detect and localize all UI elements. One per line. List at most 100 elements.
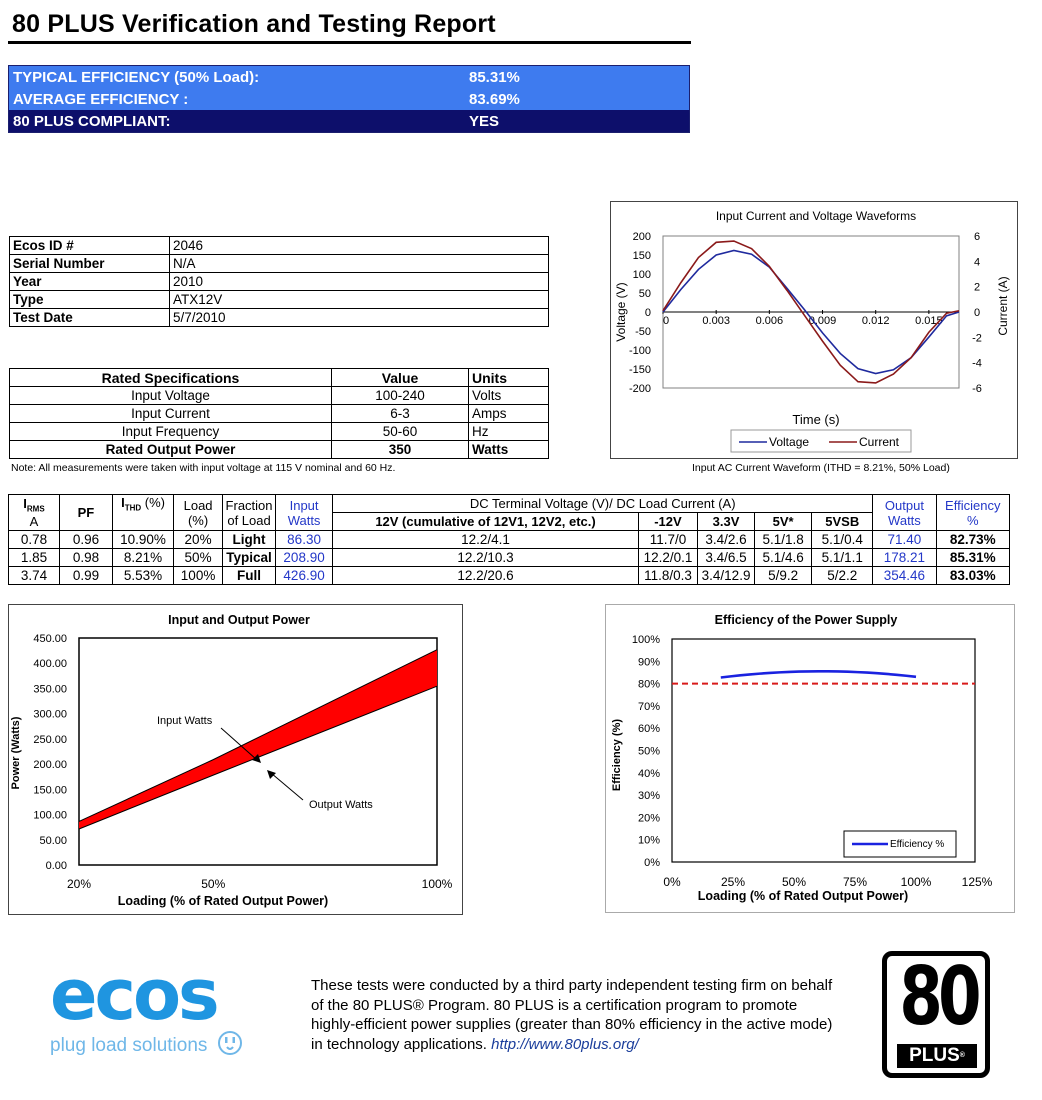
specs-row: Input Current 6-3 Amps bbox=[9, 404, 549, 423]
pf-header: PF bbox=[58, 494, 113, 531]
vm12-cell: 11.8/0.3 bbox=[637, 566, 699, 585]
power-ylabel: Power (Watts) bbox=[10, 716, 22, 789]
efficiency-y-tick: 0% bbox=[644, 857, 660, 869]
specs-cell: Input Frequency bbox=[9, 422, 332, 441]
dc-terminal-header: DC Terminal Voltage (V)/ DC Load Current… bbox=[332, 494, 874, 513]
waveform-left-tick: -200 bbox=[629, 383, 651, 395]
specs-header-cell: Units bbox=[468, 368, 549, 387]
power-y-tick: 350.00 bbox=[33, 683, 67, 695]
efficiency-legend-label: Efficiency % bbox=[890, 839, 944, 850]
waveform-left-tick: 150 bbox=[633, 250, 651, 262]
efficiency-header-text: Efficiency bbox=[945, 497, 1001, 513]
load-header-text: Load bbox=[183, 497, 213, 513]
info-label: Ecos ID # bbox=[9, 236, 170, 255]
specs-cell: Hz bbox=[468, 422, 549, 441]
compliant-label: 80 PLUS COMPLIANT: bbox=[13, 112, 171, 130]
info-value: ATX12V bbox=[169, 290, 549, 309]
irms-cell: 3.74 bbox=[8, 566, 60, 585]
efficiency-x-tick: 0% bbox=[663, 875, 681, 889]
voltage-legend-label: Voltage bbox=[769, 435, 809, 449]
waveform-x-tick: 0.012 bbox=[862, 315, 890, 327]
load-header-unit: (%) bbox=[187, 512, 209, 528]
waveform-x-tick: 0 bbox=[663, 315, 669, 327]
irms-header-sub: RMS bbox=[26, 504, 45, 514]
load-cell: 100% bbox=[173, 566, 224, 585]
specs-cell: Volts bbox=[468, 386, 549, 405]
waveform-left-tick: -50 bbox=[635, 326, 651, 338]
v5sb-cell: 5/2.2 bbox=[811, 566, 874, 585]
v5-cell: 5.1/4.6 bbox=[754, 548, 813, 567]
v5-header: 5V* bbox=[754, 512, 813, 531]
80plus-badge-word: PLUS bbox=[909, 1045, 960, 1066]
measurement-note: Note: All measurements were taken with i… bbox=[11, 462, 396, 474]
load-cell: 20% bbox=[173, 530, 224, 549]
efficiency-x-tick: 50% bbox=[782, 875, 806, 889]
average-efficiency-row: AVERAGE EFFICIENCY : 83.69% bbox=[9, 88, 689, 110]
waveform-x-tick: 0.003 bbox=[702, 315, 730, 327]
input-watts-cell: 86.30 bbox=[275, 530, 334, 549]
80plus-link[interactable]: http://www.80plus.org/ bbox=[491, 1035, 639, 1053]
fraction-cell: Full bbox=[222, 566, 277, 585]
efficiency-x-tick: 125% bbox=[962, 875, 993, 889]
info-label: Test Date bbox=[9, 308, 170, 327]
ecos-logo-tagline-row: plug load solutions bbox=[50, 1030, 290, 1061]
power-y-tick: 450.00 bbox=[33, 633, 67, 645]
waveform-right-tick: -6 bbox=[972, 383, 982, 395]
waveform-left-tick: 0 bbox=[645, 307, 651, 319]
irms-header: IRMS A bbox=[8, 494, 60, 531]
plug-outlet-icon bbox=[217, 1030, 243, 1061]
info-label: Type bbox=[9, 290, 170, 309]
ithd-header-unit: (%) bbox=[144, 495, 165, 510]
specs-row: Input Voltage 100-240 Volts bbox=[9, 386, 549, 405]
ithd-header-text: I bbox=[121, 495, 125, 510]
efficiency-x-tick: 25% bbox=[721, 875, 745, 889]
unit-info-table: Ecos ID #2046 Serial Number N/A Year 2010 … bbox=[9, 236, 549, 327]
ithd-header: ITHD (%) bbox=[111, 494, 175, 531]
table-row: 0.78 0.96 10.90% 20% Light 86.30 12.2/4.… bbox=[8, 530, 1011, 549]
rated-specs-table: Rated Specifications Value Units Input V… bbox=[9, 368, 549, 459]
waveform-ylabel-left: Voltage (V) bbox=[614, 282, 628, 341]
average-efficiency-value: 83.69% bbox=[469, 90, 520, 108]
waveform-legend bbox=[730, 429, 912, 453]
pf-cell: 0.99 bbox=[58, 566, 113, 585]
output-watts-line bbox=[78, 685, 438, 830]
power-x-tick: 20% bbox=[67, 877, 91, 891]
efficiency-chart: Efficiency of the Power Supply 0% 10% 20% 3… bbox=[605, 604, 1015, 913]
v12-cell: 12.2/10.3 bbox=[332, 548, 639, 567]
waveform-left-tick: 50 bbox=[639, 288, 651, 300]
input-annotation-arrow bbox=[220, 727, 258, 761]
power-chart-svg: Input and Output Power 0.00 50.00 100.00 15… bbox=[10, 613, 453, 908]
specs-row: Input Frequency 50-60 Hz bbox=[9, 422, 549, 441]
output-watts-cell: 354.46 bbox=[872, 566, 937, 585]
efficiency-x-tick: 100% bbox=[901, 875, 932, 889]
vm12-cell: 12.2/0.1 bbox=[637, 548, 699, 567]
efficiency-chart-title: Efficiency of the Power Supply bbox=[715, 613, 898, 627]
summary-panel: TYPICAL EFFICIENCY (50% Load): 85.31% AV… bbox=[8, 65, 690, 133]
ithd-cell: 8.21% bbox=[111, 548, 175, 567]
power-y-tick: 50.00 bbox=[39, 835, 67, 847]
v33-header: 3.3V bbox=[697, 512, 756, 531]
power-y-tick: 150.00 bbox=[33, 784, 67, 796]
waveform-right-tick: 4 bbox=[974, 256, 980, 268]
power-chart: Input and Output Power 0.00 50.00 100.00 15… bbox=[8, 604, 463, 915]
80plus-badge-word-bar: PLUS® bbox=[897, 1044, 977, 1068]
output-header-text2: Watts bbox=[888, 512, 921, 528]
v33-cell: 3.4/6.5 bbox=[697, 548, 756, 567]
input-watts-line bbox=[78, 649, 438, 822]
specs-header-cell: Value bbox=[331, 368, 469, 387]
ecos-logo-tagline: plug load solutions bbox=[50, 1034, 208, 1056]
info-row: Ecos ID #2046 bbox=[9, 236, 549, 255]
waveform-left-tick: -100 bbox=[629, 345, 651, 357]
ecos-logo-wordmark: ecos bbox=[50, 954, 220, 1036]
waveform-ylabel-right: Current (A) bbox=[996, 276, 1010, 335]
specs-cell: Rated Output Power bbox=[9, 440, 332, 459]
table-row: 3.74 0.99 5.53% 100% Full 426.90 12.2/20… bbox=[8, 566, 1011, 585]
waveform-x-tick: 0.006 bbox=[756, 315, 784, 327]
fraction-header-text2: of Load bbox=[227, 512, 271, 528]
v5-cell: 5/9.2 bbox=[754, 566, 813, 585]
ithd-header-sub: THD bbox=[124, 503, 142, 513]
waveform-right-tick: -2 bbox=[972, 332, 982, 344]
info-row: Year 2010 bbox=[9, 272, 549, 291]
specs-cell: Input Current bbox=[9, 404, 332, 423]
power-y-tick: 250.00 bbox=[33, 734, 67, 746]
